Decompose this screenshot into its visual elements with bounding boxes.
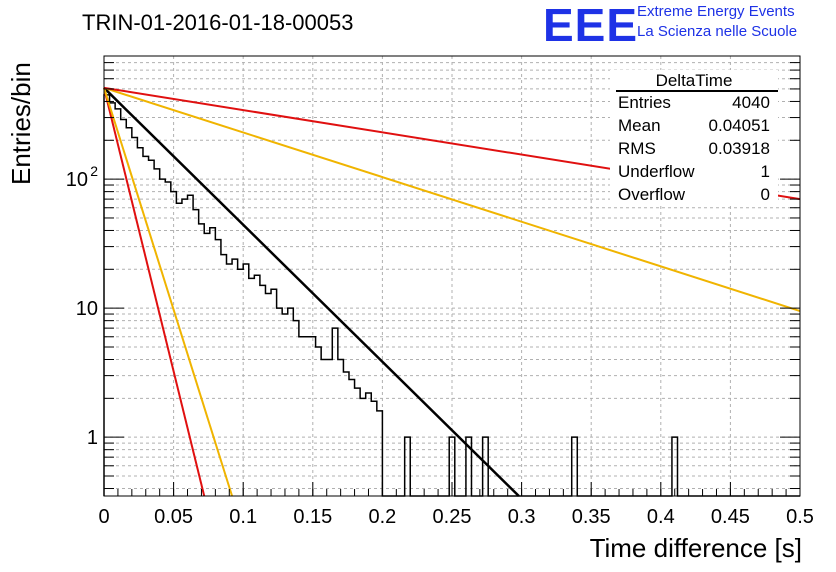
logo-line-1: Extreme Energy Events	[637, 3, 795, 20]
eee-logo: EEE	[543, 0, 639, 51]
fit-curves	[103, 86, 801, 497]
stats-label: Underflow	[618, 162, 695, 181]
curve-black	[103, 86, 520, 497]
stats-title: DeltaTime	[655, 71, 733, 90]
histogram-bin	[672, 437, 678, 496]
histogram-bin	[260, 285, 266, 496]
logo-line-2: La Scienza nelle Scuole	[637, 23, 798, 40]
x-tick-label: 0.45	[711, 506, 750, 528]
histogram-bin	[343, 372, 349, 496]
x-tick-label: 0.05	[154, 506, 193, 528]
y-axis-label: Entries/bin	[6, 62, 36, 185]
histogram-bin	[176, 203, 182, 496]
histogram-bin	[243, 264, 249, 496]
stats-label: Mean	[618, 116, 661, 135]
histogram-bin	[104, 95, 110, 496]
histogram-bin	[349, 379, 355, 496]
x-axis-label: Time difference [s]	[589, 533, 802, 563]
stats-box: DeltaTime Entries 4040 Mean 0.04051 RMS …	[610, 70, 778, 204]
x-tick-label: 0.1	[229, 506, 257, 528]
x-tick-label: 0.25	[433, 506, 472, 528]
histogram-bin	[377, 411, 383, 496]
histogram-bin	[232, 259, 238, 496]
histogram-bin	[249, 278, 255, 496]
stats-value: 0.04051	[708, 116, 770, 135]
curve-red	[103, 87, 206, 497]
histogram-bin	[226, 264, 232, 496]
histogram-bin	[360, 398, 366, 496]
curve-orange	[103, 87, 234, 497]
histogram-bin	[405, 437, 411, 496]
histogram-bin	[316, 347, 322, 496]
stats-value: 1	[760, 162, 770, 181]
histogram-bin	[371, 401, 377, 496]
stats-value: 0	[760, 185, 770, 204]
histogram-bin	[282, 314, 288, 496]
grid-lines	[104, 55, 800, 496]
histogram-bin	[366, 393, 372, 496]
stats-divider	[616, 90, 778, 92]
x-tick-label: 0.5	[786, 506, 814, 528]
x-tick-label: 0	[98, 506, 109, 528]
x-tick-labels: 0 0.05 0.1 0.15 0.2 0.25 0.3 0.35 0.4 0.45 0.5	[98, 506, 813, 528]
histogram-bin	[355, 388, 361, 496]
stats-label: RMS	[618, 139, 656, 158]
stats-label: Overflow	[618, 185, 686, 204]
y-tick-exponent: 2	[90, 163, 98, 179]
stats-value: 4040	[732, 93, 770, 112]
x-tick-label: 0.15	[293, 506, 332, 528]
histogram-bin	[115, 109, 121, 496]
axis-ticks	[103, 55, 801, 496]
x-tick-label: 0.4	[647, 506, 675, 528]
y-tick-label: 10	[76, 298, 98, 320]
histogram-bin	[572, 437, 578, 496]
histogram-bin	[238, 269, 244, 496]
histogram-bin	[299, 337, 305, 496]
stats-label: Entries	[618, 93, 671, 112]
y-tick-label: 10	[66, 169, 88, 191]
curve-orange	[103, 86, 801, 312]
stats-value: 0.03918	[708, 139, 770, 158]
x-tick-label: 0.2	[368, 506, 396, 528]
histogram-bin	[204, 233, 210, 496]
histogram-bin	[210, 228, 216, 496]
x-tick-label: 0.3	[508, 506, 536, 528]
y-tick-label: 1	[87, 427, 98, 449]
x-tick-label: 0.35	[572, 506, 611, 528]
histogram-bin	[332, 328, 338, 496]
chart-title: TRIN-01-2016-01-18-00053	[82, 10, 354, 35]
histogram-bin	[304, 337, 310, 496]
